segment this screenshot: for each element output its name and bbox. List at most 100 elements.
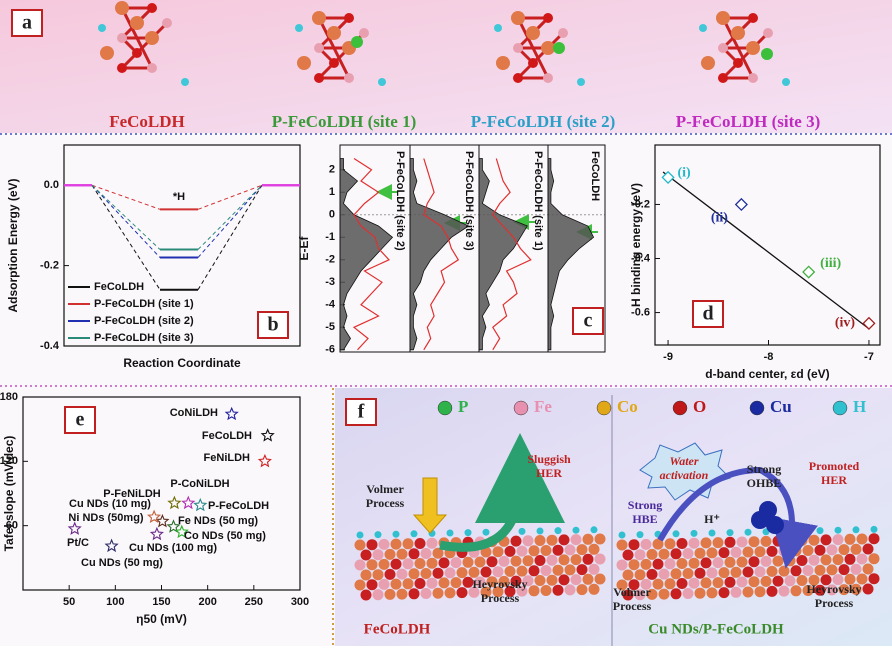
slab-atom xyxy=(634,589,646,601)
slab-atom xyxy=(402,558,414,570)
slab-atom xyxy=(528,565,540,577)
fit-line xyxy=(662,171,870,330)
slab-atom xyxy=(814,564,826,576)
star-point xyxy=(181,495,196,510)
slab-atom xyxy=(462,576,474,588)
slab-atom xyxy=(742,546,754,558)
slab-atom xyxy=(432,567,444,579)
subplot-frame xyxy=(547,144,606,353)
panel-label: b xyxy=(267,314,278,336)
slab-atom xyxy=(670,568,682,580)
dos-fill xyxy=(478,158,528,351)
atom xyxy=(115,1,129,15)
slab-atom xyxy=(748,576,760,588)
slab-atom xyxy=(384,588,396,600)
atom xyxy=(748,13,758,23)
x-tick-label: 150 xyxy=(152,596,170,608)
atom xyxy=(329,58,339,68)
point-label: P-FeNiLDH xyxy=(103,488,161,500)
subplot-title: P-FeCoLDH (site 1) xyxy=(532,151,544,251)
atom xyxy=(117,63,127,73)
slab-atom xyxy=(640,578,652,590)
connector xyxy=(197,184,263,210)
slab-atom xyxy=(408,548,420,560)
panel-label-box xyxy=(345,398,377,426)
slab-atom xyxy=(420,568,432,579)
dos-line xyxy=(492,158,532,351)
slab-atom xyxy=(634,549,646,561)
mechanism-label: Process xyxy=(815,596,854,610)
slab-atom xyxy=(760,555,772,567)
slab-atom xyxy=(850,563,862,575)
slab-atom xyxy=(682,568,694,579)
atom xyxy=(716,11,730,25)
atom xyxy=(359,28,369,38)
slab-atom xyxy=(438,557,450,569)
slab-atom xyxy=(856,533,868,545)
slab-atom xyxy=(552,584,564,596)
slab-atom xyxy=(414,578,426,589)
slab-atom xyxy=(676,578,688,589)
slab-atom xyxy=(730,546,742,558)
star-point xyxy=(67,521,82,535)
slab-atom xyxy=(504,585,516,597)
blue-arrow xyxy=(657,466,818,569)
atom xyxy=(295,24,303,32)
slab-atom xyxy=(676,558,688,569)
atom-key xyxy=(596,400,612,416)
slab-atom xyxy=(462,556,474,568)
slab-atom xyxy=(712,557,724,569)
point-label: CoNiLDH xyxy=(170,407,218,419)
mechanism-label: Cu NDs/P-FeCoLDH xyxy=(648,621,784,637)
slab-atom xyxy=(652,578,664,590)
slab-atom xyxy=(396,548,408,560)
slab-atom xyxy=(772,535,784,547)
slab-atom xyxy=(856,573,868,585)
slab-atom xyxy=(790,545,802,557)
atom xyxy=(761,48,773,60)
slab-atom xyxy=(838,584,850,596)
slab-atom xyxy=(652,538,664,550)
slab-atom xyxy=(820,574,832,586)
slab-atom xyxy=(588,583,600,595)
slab-atom xyxy=(850,543,862,555)
x-tick-label: -8 xyxy=(764,351,774,363)
slab-atom xyxy=(354,559,366,571)
slab-atom xyxy=(540,545,552,556)
slab-atom xyxy=(570,534,582,546)
slab-atom xyxy=(616,539,628,551)
surface-h xyxy=(690,529,698,537)
star-point xyxy=(174,524,189,539)
slab-atom xyxy=(682,548,694,559)
slab-atom xyxy=(766,585,778,597)
slab-atom xyxy=(492,586,504,598)
slab-atom xyxy=(820,534,832,546)
slab-atom xyxy=(564,584,576,596)
slab-atom xyxy=(688,537,700,549)
y-tick-label: -0.2 xyxy=(40,260,59,272)
atom-symbol: Cu xyxy=(770,397,792,416)
surface-h xyxy=(482,528,490,536)
slab-atom xyxy=(736,536,748,548)
mechanism-label: FeCoLDH xyxy=(364,621,431,637)
slab-atom xyxy=(760,535,772,547)
legend-label: P-FeCoLDH (site 1) xyxy=(94,298,194,310)
x-tick-label: -7 xyxy=(864,351,874,363)
atom xyxy=(344,73,354,83)
y-tick-label: 1 xyxy=(329,186,335,198)
atom xyxy=(314,73,324,83)
atom xyxy=(733,58,743,68)
point-label: (iv) xyxy=(835,316,856,331)
bond xyxy=(120,7,154,69)
annotation: *H xyxy=(173,191,185,203)
slab-atom xyxy=(724,576,736,588)
slab-atom xyxy=(492,546,504,558)
atom-symbol: Co xyxy=(617,397,638,416)
slab-atom xyxy=(844,533,856,545)
slab-atom xyxy=(414,538,426,549)
slab-atom xyxy=(676,538,688,549)
slab-atom xyxy=(766,565,778,577)
slab-atom xyxy=(664,558,676,570)
slab-atom xyxy=(510,555,522,567)
panel-label-box xyxy=(572,307,604,335)
